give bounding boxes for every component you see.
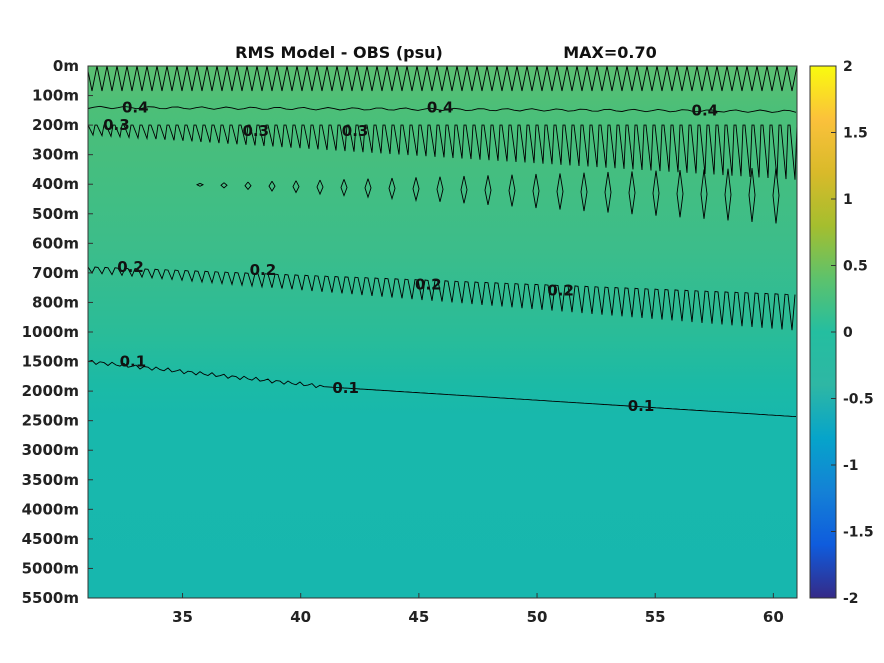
y-tick-label: 3500m bbox=[22, 471, 79, 489]
contour-0-3-cell bbox=[700, 169, 708, 219]
y-tick-label: 800m bbox=[32, 293, 79, 311]
contour-label: 0.1 bbox=[120, 353, 147, 371]
y-tick-label: 600m bbox=[32, 234, 79, 252]
contour-label: 0.1 bbox=[628, 397, 655, 415]
y-tick-label: 5500m bbox=[22, 589, 79, 607]
contour-label: 0.3 bbox=[243, 122, 270, 140]
contour-0-2 bbox=[88, 266, 796, 331]
x-tick-label: 40 bbox=[290, 608, 311, 626]
y-tick-label: 0m bbox=[53, 57, 79, 75]
contour-label: 0.4 bbox=[692, 101, 719, 119]
y-tick-label: 1000m bbox=[22, 323, 79, 341]
x-axis: 35 40 45 50 55 60 bbox=[172, 593, 784, 626]
colorbar-tick-label: 1 bbox=[843, 192, 853, 208]
colorbar-tick-label: 0.5 bbox=[843, 259, 868, 275]
contour-0-3-cell bbox=[724, 168, 732, 221]
contour-0-3-cell bbox=[772, 167, 780, 224]
contour-0-3-cell bbox=[580, 172, 588, 212]
colorbar: 2 1.5 1 0.5 0 -0.5 -1 -1.5 -2 bbox=[809, 59, 874, 607]
contour-label: 0.2 bbox=[547, 282, 574, 300]
y-tick-label: 300m bbox=[32, 146, 79, 164]
contour-0-3-cell bbox=[460, 175, 468, 204]
colorbar-tick-label: 0 bbox=[843, 325, 853, 341]
x-tick-label: 35 bbox=[172, 608, 193, 626]
colorbar-tick-label: -1.5 bbox=[843, 525, 874, 541]
y-tick-label: 700m bbox=[32, 264, 79, 282]
colorbar-tick-label: 1.5 bbox=[843, 126, 868, 142]
contour-label: 0.4 bbox=[427, 98, 454, 116]
y-tick-label: 2500m bbox=[22, 412, 79, 430]
contour-label: 0.4 bbox=[122, 98, 149, 116]
x-tick-label: 45 bbox=[408, 608, 429, 626]
contour-0-3-cell bbox=[484, 175, 492, 205]
y-tick-label: 1500m bbox=[22, 353, 79, 371]
contour-0-3-cell bbox=[364, 178, 372, 199]
contour-0-1 bbox=[88, 359, 797, 418]
plot-area: 0.4 0.4 0.40.3 0.3 0.30.2 0.20.2 0.20.10.10.1 bbox=[87, 65, 798, 599]
contour-0-3-cell bbox=[628, 171, 636, 215]
x-tick-label: 50 bbox=[527, 608, 548, 626]
y-tick-label: 5000m bbox=[22, 559, 79, 577]
x-tick-label: 60 bbox=[763, 608, 784, 626]
contour-label: 0.2 bbox=[415, 276, 442, 294]
contour-0-3-cell bbox=[412, 177, 420, 203]
y-tick-label: 4500m bbox=[22, 530, 79, 548]
y-tick-label: 4000m bbox=[22, 500, 79, 518]
y-axis: 0m 100m 200m 300m 400m 500m 600m 700m 800m 1000m 1… bbox=[22, 57, 93, 607]
contour-label: 0.3 bbox=[103, 116, 130, 134]
contour-0-3-cell bbox=[508, 174, 516, 207]
chart-max-label: MAX=0.70 bbox=[563, 43, 657, 62]
y-tick-label: 100m bbox=[32, 87, 79, 105]
colorbar-ticks: 2 1.5 1 0.5 0 -0.5 -1 -1.5 -2 bbox=[831, 59, 874, 607]
contour-0-3-cell bbox=[340, 179, 348, 197]
colorbar-tick-label: -0.5 bbox=[843, 392, 874, 408]
x-tick-label: 55 bbox=[645, 608, 666, 626]
y-tick-label: 3000m bbox=[22, 441, 79, 459]
contour-0-3-cell bbox=[268, 181, 276, 192]
contour-0-3-cell bbox=[292, 180, 300, 194]
colorbar-tick-label: 2 bbox=[843, 59, 853, 75]
y-tick-label: 200m bbox=[32, 116, 79, 134]
colorbar-tick-label: -1 bbox=[843, 458, 859, 474]
contour-0-3-cell bbox=[195, 182, 205, 187]
contour-0-3-cell bbox=[604, 171, 612, 213]
contour-0-3-cell bbox=[244, 181, 252, 191]
y-tick-label: 500m bbox=[32, 205, 79, 223]
contour-0-3-cell bbox=[220, 182, 228, 189]
contour-0-3-cell bbox=[316, 179, 324, 196]
contour-0-3-cell bbox=[676, 170, 684, 218]
contour-0-3-cell bbox=[436, 176, 444, 202]
contour-surface bbox=[88, 66, 797, 92]
contour-label: 0.2 bbox=[250, 261, 277, 279]
contour-label: 0.1 bbox=[332, 379, 359, 397]
contour-label: 0.2 bbox=[117, 258, 144, 276]
contour-0-3 bbox=[88, 124, 797, 180]
y-tick-label: 2000m bbox=[22, 382, 79, 400]
contour-0-3-cell bbox=[532, 173, 540, 209]
contour-lines bbox=[88, 66, 797, 418]
contour-0-4 bbox=[88, 105, 797, 113]
contour-0-3-cell bbox=[748, 168, 756, 222]
y-tick-label: 400m bbox=[32, 175, 79, 193]
contour-0-3-cell bbox=[652, 170, 660, 216]
contour-0-3-cell bbox=[556, 173, 564, 210]
contour-0-3-cell bbox=[388, 177, 396, 201]
contour-labels: 0.4 0.4 0.40.3 0.3 0.30.2 0.20.2 0.20.10.10.1 bbox=[103, 98, 718, 415]
chart-title: RMS Model - OBS (psu) bbox=[235, 43, 443, 62]
contour-label: 0.3 bbox=[342, 122, 369, 140]
colorbar-tick-label: -2 bbox=[843, 591, 859, 607]
